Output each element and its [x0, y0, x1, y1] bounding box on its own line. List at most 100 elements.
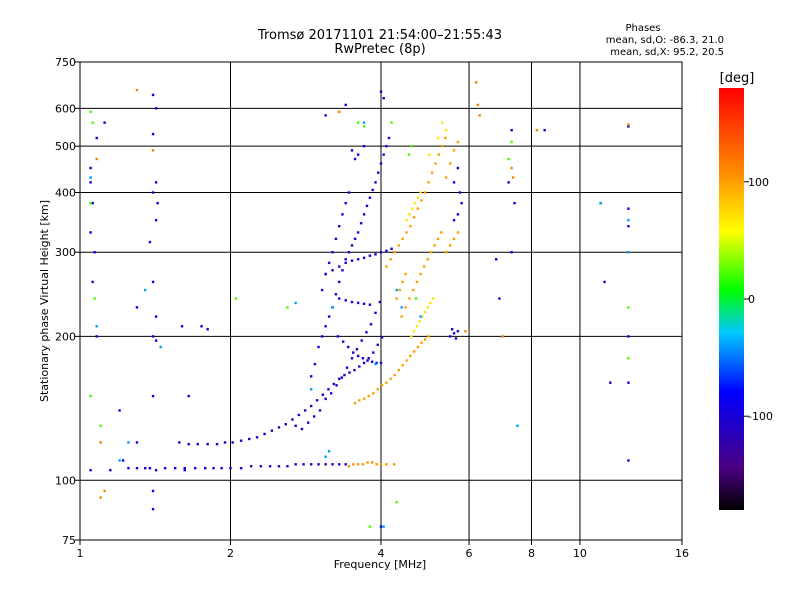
- data-point: [420, 341, 423, 344]
- data-point: [379, 251, 383, 254]
- data-point: [338, 225, 341, 228]
- data-point: [338, 377, 341, 381]
- data-point: [231, 441, 234, 444]
- data-point: [341, 340, 345, 343]
- data-point: [263, 432, 266, 436]
- data-point: [385, 249, 388, 253]
- data-point: [239, 439, 243, 442]
- data-point: [135, 88, 139, 92]
- data-point: [356, 121, 360, 124]
- data-point: [368, 196, 372, 199]
- data-point: [397, 244, 400, 247]
- data-point: [374, 311, 377, 315]
- data-point: [302, 463, 305, 466]
- data-point: [389, 377, 392, 381]
- data-point: [220, 466, 223, 470]
- data-point: [362, 144, 366, 148]
- data-point: [350, 300, 354, 304]
- data-point: [405, 219, 408, 222]
- data-point: [89, 231, 92, 234]
- data-point: [338, 265, 341, 268]
- y-tick-label: 400: [55, 186, 76, 199]
- data-point: [248, 437, 251, 441]
- data-point: [143, 288, 147, 292]
- data-point: [335, 384, 338, 387]
- data-point: [327, 315, 331, 318]
- data-point: [413, 201, 417, 205]
- data-point: [95, 157, 98, 161]
- data-point: [321, 393, 325, 396]
- data-point: [452, 237, 456, 241]
- data-point: [327, 388, 330, 391]
- data-point: [367, 394, 370, 398]
- data-point: [329, 392, 333, 395]
- data-point: [385, 381, 388, 384]
- data-point: [135, 306, 139, 309]
- data-point: [317, 345, 320, 349]
- data-point: [412, 288, 415, 292]
- data-point: [356, 354, 360, 358]
- data-point: [419, 272, 422, 276]
- data-point: [401, 364, 404, 367]
- data-point: [99, 496, 102, 499]
- data-point: [361, 357, 365, 360]
- data-point: [393, 373, 396, 377]
- data-point: [448, 162, 452, 165]
- data-point: [148, 240, 152, 244]
- data-point: [429, 251, 433, 254]
- data-point: [353, 237, 357, 241]
- data-point: [347, 345, 350, 349]
- data-point: [416, 207, 420, 210]
- data-point: [355, 348, 359, 351]
- data-point: [324, 325, 327, 328]
- data-point: [93, 251, 96, 254]
- data-point: [89, 110, 92, 114]
- data-point: [234, 297, 238, 300]
- data-point: [356, 231, 360, 234]
- data-point: [362, 213, 366, 216]
- data-point: [159, 345, 162, 349]
- data-point: [356, 153, 360, 156]
- data-point: [393, 251, 396, 254]
- data-point: [135, 441, 139, 444]
- colorbar-tick-label: 0: [748, 293, 755, 306]
- data-point: [369, 323, 373, 326]
- data-point: [380, 336, 384, 339]
- data-point: [331, 306, 334, 309]
- data-point: [456, 231, 460, 234]
- data-point: [419, 191, 422, 194]
- data-point: [427, 335, 430, 338]
- data-point: [456, 140, 460, 144]
- data-point: [412, 216, 416, 219]
- data-point: [419, 315, 422, 318]
- data-point: [627, 125, 630, 128]
- data-point: [390, 247, 393, 250]
- x-tick-label: 4: [378, 547, 385, 560]
- data-point: [389, 258, 392, 261]
- data-point: [338, 280, 341, 284]
- data-point: [324, 455, 327, 458]
- data-point: [374, 253, 377, 256]
- data-point: [348, 371, 351, 374]
- data-point: [378, 300, 382, 304]
- data-point: [343, 373, 346, 377]
- x-tick-label: 16: [675, 547, 689, 560]
- y-tick-label: 300: [55, 246, 76, 259]
- colorbar-tick-label: 100: [748, 176, 769, 189]
- data-point: [89, 181, 92, 184]
- data-point: [404, 306, 407, 309]
- data-point: [510, 140, 513, 144]
- data-point: [627, 251, 630, 254]
- data-point: [200, 325, 203, 328]
- data-point: [456, 166, 460, 170]
- data-point: [350, 149, 354, 152]
- data-point: [148, 466, 152, 470]
- data-point: [345, 366, 349, 369]
- data-point: [478, 114, 481, 117]
- data-point: [350, 259, 354, 262]
- data-point: [609, 381, 612, 384]
- data-point: [89, 394, 92, 398]
- data-point: [341, 213, 344, 216]
- data-point: [456, 213, 460, 216]
- data-point: [344, 103, 347, 107]
